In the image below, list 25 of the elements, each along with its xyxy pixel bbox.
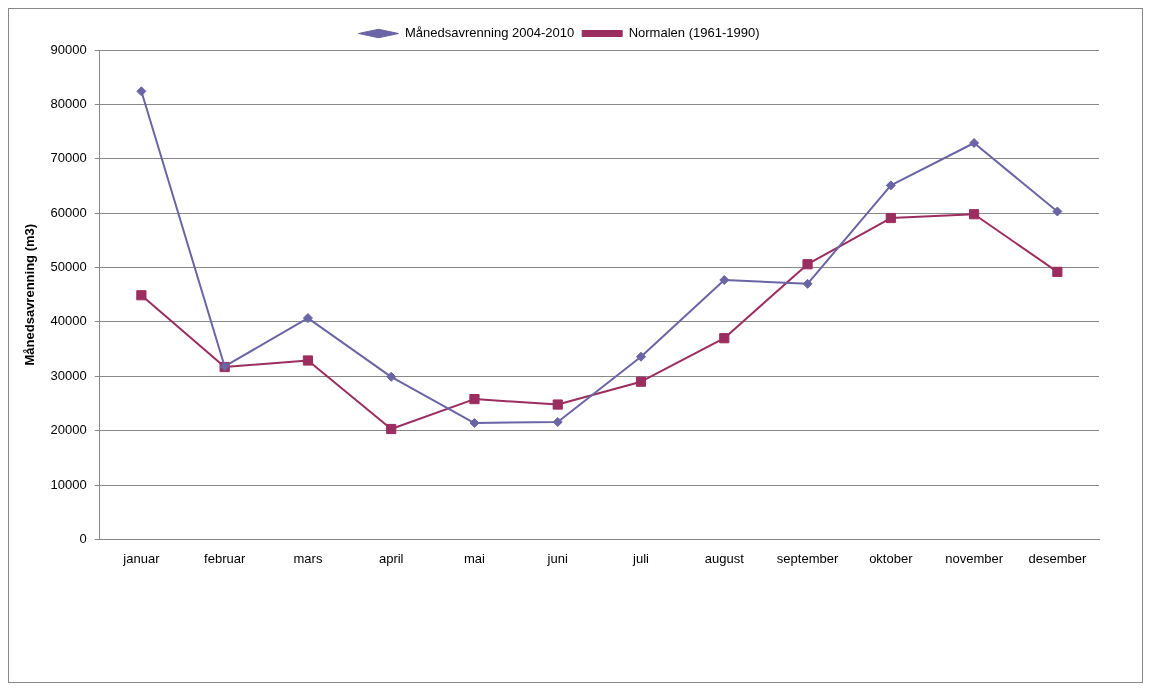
x-tick-label: februar <box>204 550 246 566</box>
y-tick-label: 10000 <box>50 476 87 492</box>
y-tick-label: 40000 <box>50 313 87 329</box>
x-tick-label: mars <box>293 550 323 566</box>
x-tick-label: august <box>704 550 745 566</box>
legend-label: Månedsavrenning 2004-2010 <box>405 25 575 41</box>
y-tick-label: 30000 <box>50 367 87 383</box>
x-tick-label: juli <box>632 550 650 566</box>
y-tick-label: 70000 <box>50 150 87 166</box>
y-tick-label: 50000 <box>50 259 87 275</box>
x-tick-label: september <box>776 550 839 566</box>
x-tick-label: oktober <box>869 550 914 566</box>
y-tick-label: 0 <box>79 530 87 546</box>
x-tick-label: november <box>945 550 1004 566</box>
x-tick-label: desember <box>1028 550 1087 566</box>
x-tick-label: januar <box>122 550 161 566</box>
legend-label: Normalen (1961-1990) <box>628 25 760 41</box>
y-tick-label: 20000 <box>50 422 87 438</box>
y-tick-label: 80000 <box>50 95 87 111</box>
x-tick-label: juni <box>546 550 568 566</box>
x-tick-label: mai <box>463 550 486 566</box>
y-axis-title: Månedsavrenning (m3) <box>22 223 38 366</box>
y-tick-label: 60000 <box>50 204 87 220</box>
y-tick-label: 90000 <box>50 41 87 57</box>
x-tick-label: april <box>378 550 404 566</box>
